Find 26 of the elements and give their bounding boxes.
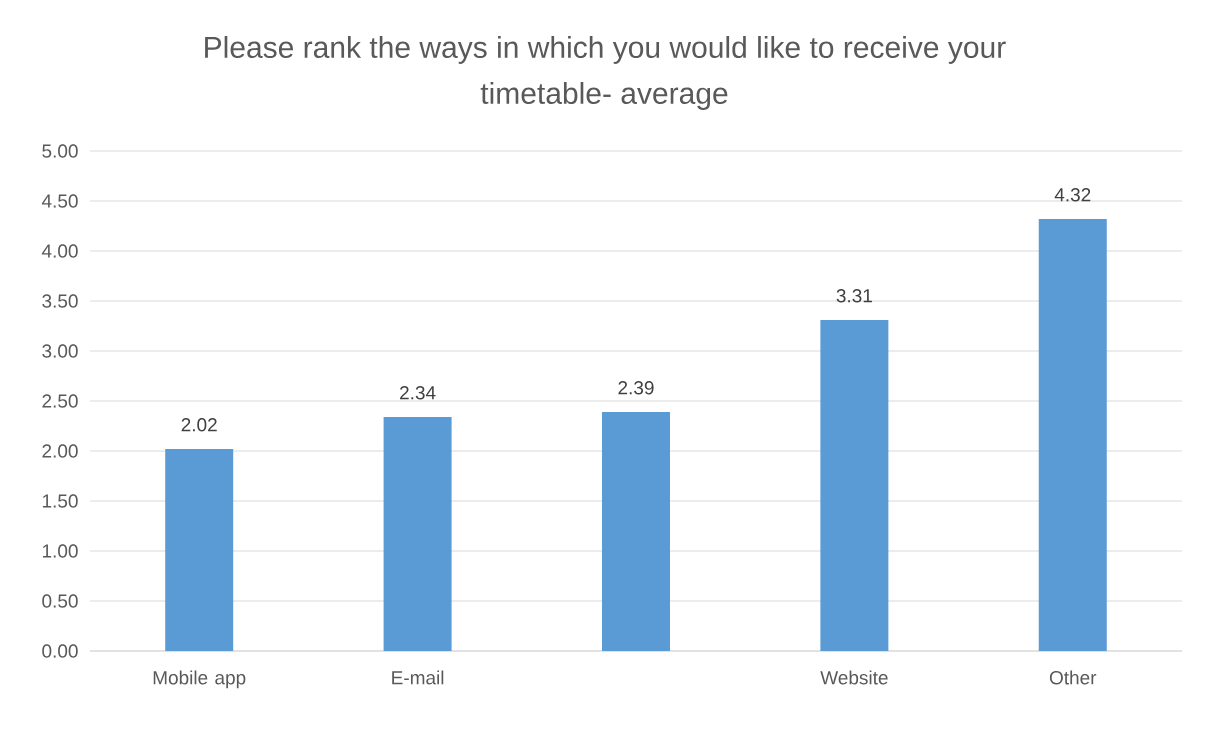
data-label: 4.32 [1054,188,1091,202]
y-tick-label: 3.00 [42,344,78,358]
y-tick-label: 4.50 [41,194,78,208]
bar [1038,219,1107,651]
bar [383,417,452,651]
y-tick-label: 0.50 [42,594,78,608]
x-tick-label: Other [1049,670,1097,685]
y-tick-label: 1.50 [42,494,78,508]
bar [601,412,670,651]
y-tick-label: 5.00 [42,144,78,158]
data-label: 2.39 [618,381,654,395]
bar [820,320,889,651]
x-tick-label: Mobile app [153,670,246,689]
y-tick-label: 4.00 [41,244,78,258]
x-tick-label: E-mail [392,670,444,685]
y-tick-label: 2.50 [42,394,78,408]
data-label: 3.31 [836,289,872,303]
y-tick-label: 1.00 [42,544,78,558]
y-tick-label: 2.00 [42,444,78,458]
data-label: 2.34 [400,386,436,400]
bar [165,449,234,651]
y-tick-label: 3.50 [42,294,78,308]
y-tick-label: 0.00 [42,644,78,658]
x-tick-label: Website [820,670,888,685]
data-label: 2.02 [181,418,217,432]
chart-title: Please rank the ways in which you would like to receive your timetable- average [205,36,1006,110]
